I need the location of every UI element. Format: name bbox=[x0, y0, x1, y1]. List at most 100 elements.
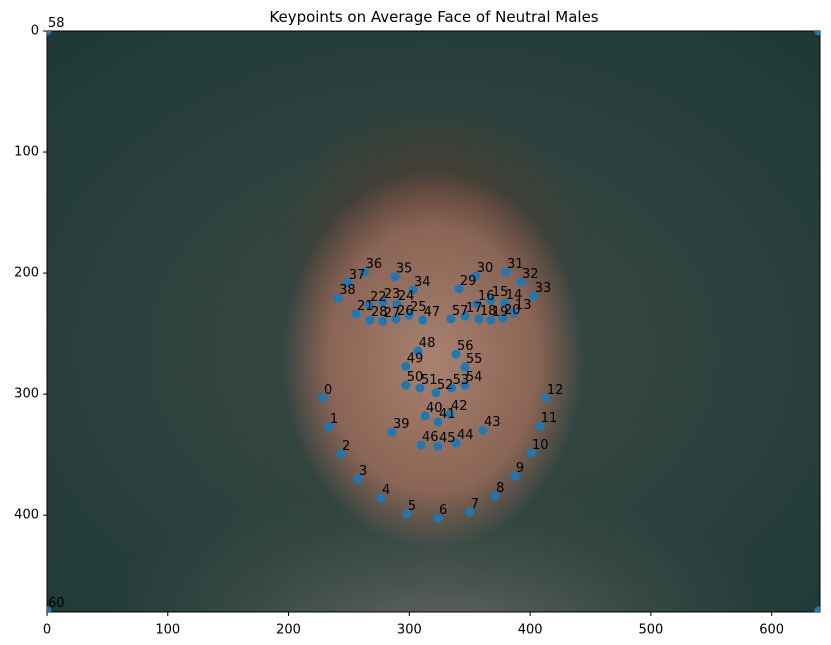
keypoint bbox=[490, 491, 500, 501]
keypoint-label: 16 bbox=[478, 289, 495, 304]
keypoint bbox=[471, 271, 481, 281]
keypoint-label: 45 bbox=[439, 431, 456, 446]
background-image bbox=[47, 31, 820, 612]
keypoint-label: 33 bbox=[535, 281, 552, 296]
keypoint bbox=[509, 308, 519, 318]
keypoint-label: 43 bbox=[484, 415, 501, 430]
keypoint bbox=[416, 440, 426, 450]
keypoint-label: 52 bbox=[437, 378, 454, 393]
keypoint bbox=[510, 471, 520, 481]
keypoint-label: 55 bbox=[466, 352, 483, 367]
axes-frame bbox=[46, 30, 821, 613]
keypoint-label: 8 bbox=[496, 481, 504, 496]
keypoint-label: 34 bbox=[414, 275, 431, 290]
keypoint-label: 51 bbox=[421, 373, 438, 388]
keypoint bbox=[529, 291, 539, 301]
keypoint-label: 50 bbox=[407, 370, 424, 385]
keypoint-label: 0 bbox=[324, 383, 332, 398]
keypoint bbox=[516, 277, 526, 287]
x-tick-label: 500 bbox=[638, 623, 663, 638]
keypoint bbox=[318, 393, 328, 403]
keypoint-label: 60 bbox=[48, 596, 65, 611]
keypoint bbox=[486, 315, 496, 325]
y-tick-label: 400 bbox=[14, 508, 39, 523]
keypoint bbox=[433, 417, 443, 427]
keypoint bbox=[390, 272, 400, 282]
keypoint bbox=[351, 309, 361, 319]
keypoint bbox=[47, 606, 52, 612]
keypoint bbox=[498, 313, 508, 323]
keypoint-label: 48 bbox=[419, 336, 436, 351]
keypoint-label: 3 bbox=[359, 464, 367, 479]
keypoint bbox=[445, 409, 455, 419]
keypoint-label: 11 bbox=[541, 411, 558, 426]
keypoint-label: 23 bbox=[384, 287, 401, 302]
keypoint-label: 20 bbox=[504, 303, 521, 318]
keypoint bbox=[47, 31, 52, 36]
keypoint bbox=[324, 422, 334, 432]
keypoint-label: 25 bbox=[410, 300, 427, 315]
keypoint bbox=[535, 421, 545, 431]
keypoint-label: 18 bbox=[480, 304, 497, 319]
keypoint-label: 35 bbox=[396, 262, 413, 277]
keypoint bbox=[478, 425, 488, 435]
keypoint bbox=[391, 314, 401, 324]
keypoint bbox=[404, 310, 414, 320]
keypoint bbox=[472, 299, 482, 309]
keypoint bbox=[501, 267, 511, 277]
keypoint bbox=[451, 349, 461, 359]
keypoint-label: 24 bbox=[398, 289, 415, 304]
y-tick-label: 0 bbox=[31, 24, 39, 39]
keypoint-label: 49 bbox=[407, 351, 424, 366]
y-tick-label: 200 bbox=[14, 266, 39, 281]
keypoint-label: 38 bbox=[339, 283, 356, 298]
keypoint-label: 57 bbox=[452, 304, 469, 319]
keypoint-label: 36 bbox=[366, 257, 383, 272]
keypoint bbox=[360, 267, 370, 277]
keypoint bbox=[376, 493, 386, 503]
keypoint bbox=[486, 295, 496, 305]
keypoint-label: 39 bbox=[393, 417, 410, 432]
keypoint-label: 58 bbox=[48, 16, 65, 31]
keypoint-label: 7 bbox=[471, 497, 479, 512]
keypoint-label: 12 bbox=[547, 383, 564, 398]
keypoint bbox=[401, 361, 411, 371]
keypoint bbox=[378, 297, 388, 307]
x-tick-label: 300 bbox=[397, 623, 422, 638]
keypoint-label: 15 bbox=[492, 285, 509, 300]
keypoint-label: 46 bbox=[422, 430, 439, 445]
keypoint bbox=[474, 314, 484, 324]
keypoint bbox=[814, 606, 820, 612]
keypoint-label: 41 bbox=[439, 407, 456, 422]
keypoint bbox=[465, 507, 475, 517]
keypoint-label: 31 bbox=[507, 257, 524, 272]
keypoint-label: 2 bbox=[342, 439, 350, 454]
keypoint-label: 17 bbox=[466, 301, 483, 316]
x-tick-label: 100 bbox=[155, 623, 180, 638]
keypoint bbox=[336, 449, 346, 459]
keypoint-label: 28 bbox=[371, 305, 388, 320]
keypoint bbox=[415, 383, 425, 393]
keypoint bbox=[460, 362, 470, 372]
keypoint-label: 44 bbox=[457, 428, 474, 443]
keypoint-label: 54 bbox=[466, 370, 483, 385]
keypoint bbox=[353, 474, 363, 484]
keypoint bbox=[333, 293, 343, 303]
keypoint bbox=[454, 284, 464, 294]
keypoint bbox=[433, 441, 443, 451]
keypoint bbox=[413, 346, 423, 356]
keypoint bbox=[402, 509, 412, 519]
keypoint-label: 26 bbox=[397, 304, 414, 319]
x-tick-label: 0 bbox=[43, 623, 51, 638]
keypoint bbox=[378, 316, 388, 326]
keypoint-label: 9 bbox=[516, 461, 524, 476]
keypoint-label: 13 bbox=[515, 298, 532, 313]
keypoint-label: 30 bbox=[477, 261, 494, 276]
keypoint-label: 32 bbox=[522, 267, 539, 282]
keypoint-label: 22 bbox=[370, 290, 387, 305]
keypoint-label: 1 bbox=[330, 412, 338, 427]
keypoint bbox=[433, 513, 443, 523]
keypoint bbox=[418, 315, 428, 325]
y-tick-label: 300 bbox=[14, 387, 39, 402]
keypoint bbox=[814, 31, 820, 36]
